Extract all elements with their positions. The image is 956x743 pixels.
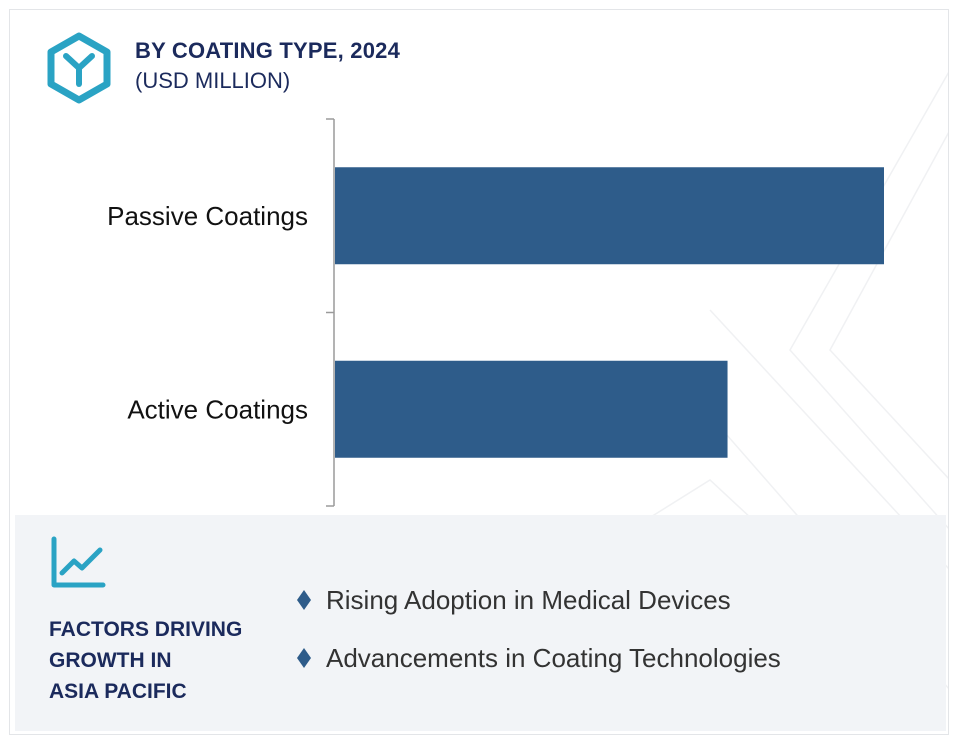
factor-text: Advancements in Coating Technologies	[326, 643, 781, 673]
factors-heading: FACTORS DRIVING GROWTH IN ASIA PACIFIC	[49, 614, 289, 707]
bar-chart: Passive Coatings Active Coatings	[107, 118, 884, 507]
bar	[335, 360, 728, 458]
category-label: Passive Coatings	[107, 201, 308, 231]
list-item: Rising Adoption in Medical Devices	[297, 585, 781, 643]
factors-panel: FACTORS DRIVING GROWTH IN ASIA PACIFIC R…	[15, 515, 946, 731]
factor-text: Rising Adoption in Medical Devices	[326, 585, 731, 615]
chart-subtitle: (USD MILLION)	[135, 68, 291, 93]
diamond-icon	[297, 590, 311, 610]
factors-heading-line: GROWTH IN	[49, 649, 172, 672]
diamond-icon	[297, 648, 311, 668]
chart-card: BY COATING TYPE, 2024 (USD MILLION) Pass…	[9, 9, 949, 735]
trend-line-icon	[51, 536, 106, 588]
factors-heading-line: ASIA PACIFIC	[49, 680, 187, 703]
chart-title: BY COATING TYPE, 2024	[135, 38, 401, 63]
bar	[335, 167, 884, 265]
category-label: Active Coatings	[127, 394, 308, 424]
list-item: Advancements in Coating Technologies	[297, 643, 781, 701]
factors-heading-line: FACTORS DRIVING	[49, 618, 243, 641]
cube-y-icon	[47, 32, 111, 104]
factors-list: Rising Adoption in Medical Devices Advan…	[297, 585, 781, 701]
